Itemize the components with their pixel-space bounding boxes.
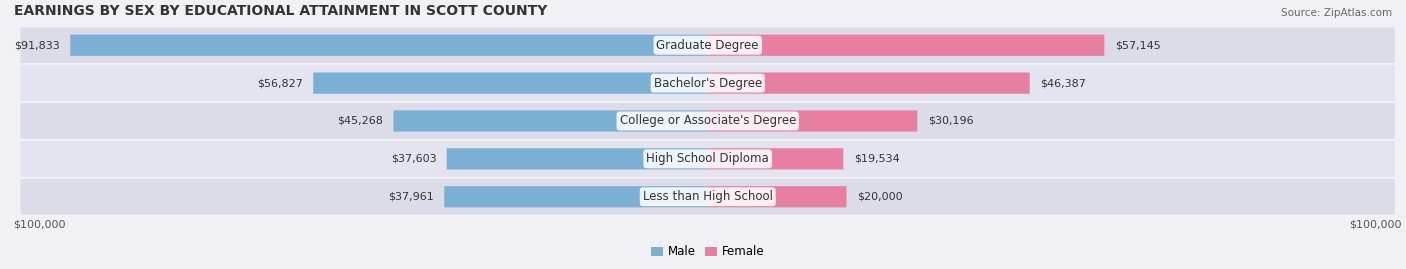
FancyBboxPatch shape xyxy=(21,27,1395,63)
Text: $46,387: $46,387 xyxy=(1040,78,1085,88)
FancyBboxPatch shape xyxy=(707,186,846,207)
Text: $20,000: $20,000 xyxy=(856,192,903,202)
Text: $100,000: $100,000 xyxy=(14,220,66,229)
Text: $57,145: $57,145 xyxy=(1115,40,1160,50)
Text: Graduate Degree: Graduate Degree xyxy=(657,39,759,52)
Text: $56,827: $56,827 xyxy=(257,78,302,88)
Text: $19,534: $19,534 xyxy=(853,154,900,164)
Text: EARNINGS BY SEX BY EDUCATIONAL ATTAINMENT IN SCOTT COUNTY: EARNINGS BY SEX BY EDUCATIONAL ATTAINMEN… xyxy=(14,4,547,18)
FancyBboxPatch shape xyxy=(444,186,707,207)
Text: College or Associate's Degree: College or Associate's Degree xyxy=(620,115,796,128)
FancyBboxPatch shape xyxy=(314,73,707,94)
FancyBboxPatch shape xyxy=(707,35,1104,56)
Text: Bachelor's Degree: Bachelor's Degree xyxy=(654,77,762,90)
Text: High School Diploma: High School Diploma xyxy=(647,152,769,165)
Text: $37,603: $37,603 xyxy=(391,154,436,164)
Text: $100,000: $100,000 xyxy=(1350,220,1402,229)
FancyBboxPatch shape xyxy=(447,148,707,169)
FancyBboxPatch shape xyxy=(707,73,1029,94)
Text: $37,961: $37,961 xyxy=(388,192,434,202)
FancyBboxPatch shape xyxy=(21,141,1395,177)
Text: Less than High School: Less than High School xyxy=(643,190,773,203)
FancyBboxPatch shape xyxy=(394,110,707,132)
FancyBboxPatch shape xyxy=(70,35,707,56)
FancyBboxPatch shape xyxy=(21,179,1395,215)
FancyBboxPatch shape xyxy=(21,65,1395,101)
Text: $91,833: $91,833 xyxy=(14,40,60,50)
Text: $30,196: $30,196 xyxy=(928,116,973,126)
Text: Source: ZipAtlas.com: Source: ZipAtlas.com xyxy=(1281,8,1392,18)
FancyBboxPatch shape xyxy=(707,110,917,132)
Text: $45,268: $45,268 xyxy=(337,116,382,126)
FancyBboxPatch shape xyxy=(21,103,1395,139)
FancyBboxPatch shape xyxy=(707,148,844,169)
Legend: Male, Female: Male, Female xyxy=(647,240,769,263)
